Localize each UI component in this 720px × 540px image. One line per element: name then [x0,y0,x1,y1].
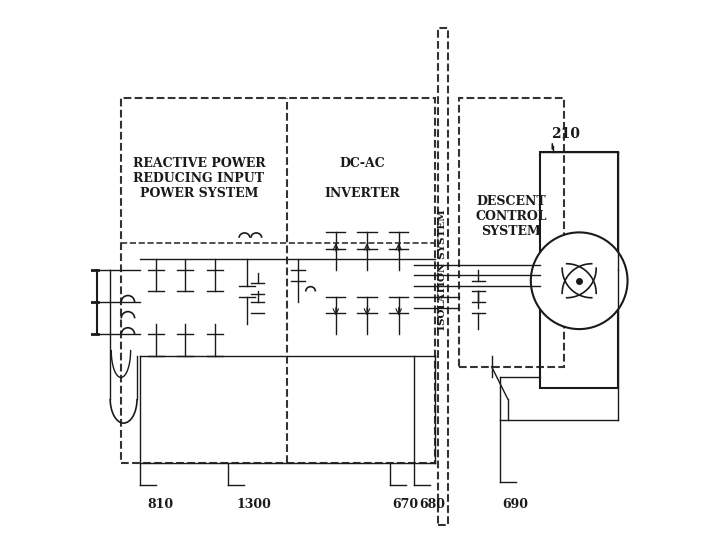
Text: DC-AC

INVERTER: DC-AC INVERTER [325,157,400,200]
Bar [540,152,618,388]
Text: ISOLATION SYSTEM: ISOLATION SYSTEM [438,210,447,330]
Text: 690: 690 [503,498,528,511]
Circle shape [531,232,628,329]
Bar [459,98,564,367]
Bar [121,98,435,463]
Text: 810: 810 [148,498,174,511]
Text: 1300: 1300 [236,498,271,511]
Text: 670: 670 [392,498,418,511]
Bar [438,28,448,525]
Text: 680: 680 [419,498,445,511]
Text: DESCENT
CONTROL
SYSTEM: DESCENT CONTROL SYSTEM [476,195,547,238]
Text: 210: 210 [551,127,580,141]
Text: REACTIVE POWER
REDUCING INPUT
POWER SYSTEM: REACTIVE POWER REDUCING INPUT POWER SYST… [132,157,265,200]
